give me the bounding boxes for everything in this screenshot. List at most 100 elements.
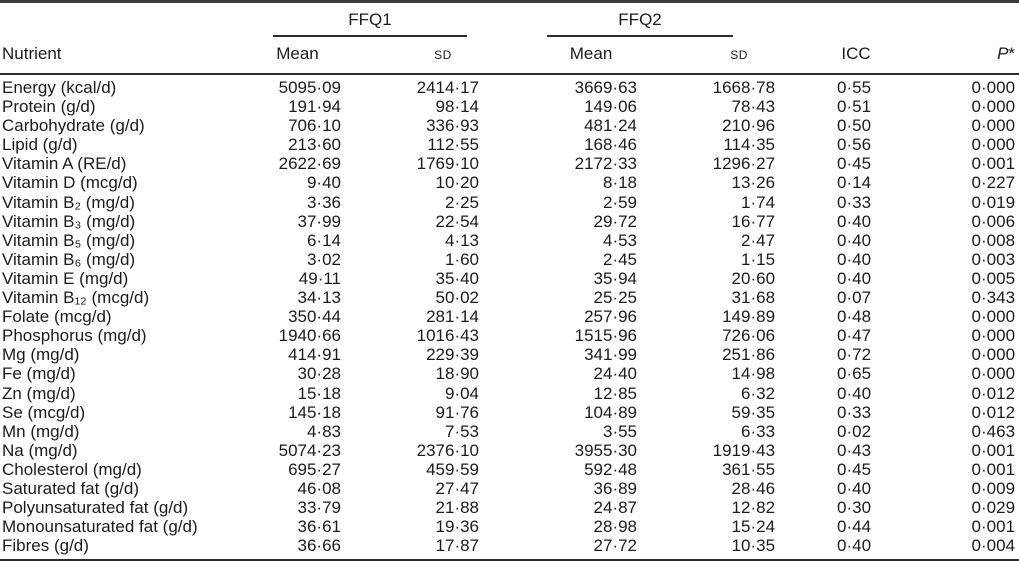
table-row: Folate (mcg/d) 350·44 281·14 257·96 149·89 0·… — [0, 307, 1019, 326]
nutrient-cell: Saturated fat (g/d) — [2, 478, 140, 498]
value-cell: 210·96 — [722, 116, 776, 136]
value-cell: 24·87 — [593, 498, 638, 518]
value-cell: 16·77 — [731, 211, 776, 231]
value-cell: 336·93 — [426, 116, 480, 136]
ffq1-group-label: FFQ1 — [273, 10, 468, 37]
value-cell: 0·45 — [837, 459, 872, 479]
value-cell: 2·59 — [602, 192, 638, 212]
table-row: Zn (mg/d) 15·18 9·04 12·85 6·32 0·40 0·012 — [0, 384, 1019, 403]
value-cell: 3955·30 — [574, 440, 638, 460]
value-cell: 2376·10 — [416, 440, 480, 460]
value-cell: 0·44 — [837, 517, 872, 537]
value-cell: 0·47 — [837, 326, 872, 346]
value-cell: 0·000 — [971, 135, 1016, 155]
table-row: Energy (kcal/d) 5095·09 2414·17 3669·63 1668… — [0, 74, 1019, 97]
nutrient-cell: Vitamin B₁₂ (mcg/d) — [2, 288, 150, 308]
value-cell: 1016·43 — [416, 326, 480, 346]
value-cell: 213·60 — [288, 135, 341, 155]
value-cell: 28·98 — [593, 517, 638, 537]
value-cell: 36·89 — [593, 478, 638, 498]
nutrient-cell: Vitamin A (RE/d) — [2, 154, 127, 174]
value-cell: 726·06 — [722, 326, 776, 346]
table-row: Mg (mg/d) 414·91 229·39 341·99 251·86 0·72 0·0… — [0, 345, 1019, 364]
value-cell: 350·44 — [288, 307, 341, 327]
icc-column-header: ICC — [779, 37, 876, 75]
value-cell: 0·40 — [837, 383, 872, 403]
value-cell: 0·012 — [971, 383, 1016, 403]
value-cell: 35·94 — [593, 268, 638, 288]
value-cell: 5095·09 — [278, 78, 341, 97]
value-cell: 414·91 — [288, 345, 341, 365]
value-cell: 0·008 — [971, 230, 1016, 250]
value-cell: 104·89 — [584, 402, 638, 422]
value-cell: 13·26 — [731, 173, 776, 193]
value-cell: 0·72 — [837, 345, 872, 365]
value-cell: 251·86 — [722, 345, 776, 365]
value-cell: 98·14 — [435, 97, 480, 117]
value-cell: 0·40 — [837, 478, 872, 498]
value-cell: 28·46 — [731, 478, 776, 498]
value-cell: 0·14 — [837, 173, 872, 193]
value-cell: 0·343 — [971, 288, 1016, 308]
table-row: Carbohydrate (g/d) 706·10 336·93 481·24 210·… — [0, 116, 1019, 135]
nutrient-cell: Fe (mg/d) — [2, 364, 76, 384]
table-row: Polyunsaturated fat (g/d) 33·79 21·88 24·87… — [0, 498, 1019, 517]
value-cell: 0·009 — [971, 478, 1016, 498]
value-cell: 14·98 — [731, 364, 776, 384]
value-cell: 24·40 — [593, 364, 638, 384]
value-cell: 27·47 — [435, 478, 480, 498]
value-cell: 15·18 — [297, 383, 341, 403]
value-cell: 8·18 — [602, 173, 638, 193]
value-cell: 1940·66 — [278, 326, 341, 346]
nutrient-cell: Phosphorus (mg/d) — [2, 326, 147, 346]
value-cell: 341·99 — [584, 345, 638, 365]
group-header-spacer — [0, 2, 250, 38]
nutrient-cell: Vitamin B₆ (mg/d) — [2, 249, 136, 269]
value-cell: 0·40 — [837, 536, 872, 556]
value-cell: 0·463 — [971, 421, 1016, 441]
table-row: Vitamin E (mg/d) 49·11 35·40 35·94 20·60 0·40… — [0, 269, 1019, 288]
nutrient-cell: Polyunsaturated fat (g/d) — [2, 498, 189, 518]
ffq2-mean-column-header: Mean — [483, 37, 642, 75]
ffq2-group-label: FFQ2 — [547, 10, 734, 37]
value-cell: 145·18 — [288, 402, 341, 422]
value-cell: 168·46 — [584, 135, 638, 155]
value-cell: 30·28 — [297, 364, 341, 384]
value-cell: 0·40 — [837, 268, 872, 288]
value-cell: 114·35 — [723, 135, 776, 155]
value-cell: 191·94 — [288, 97, 341, 117]
table-row: Vitamin B₃ (mg/d) 37·99 22·54 29·72 16·77 0·4… — [0, 212, 1019, 231]
value-cell: 0·55 — [837, 78, 872, 97]
value-cell: 0·000 — [971, 78, 1016, 97]
value-cell: 34·13 — [297, 288, 341, 308]
value-cell: 0·56 — [837, 135, 872, 155]
value-cell: 149·89 — [722, 307, 776, 327]
value-cell: 695·27 — [288, 459, 341, 479]
value-cell: 78·43 — [731, 97, 776, 117]
value-cell: 6·33 — [741, 421, 776, 441]
ffq1-group-header-cell: FFQ1 — [250, 2, 483, 37]
value-cell: 4·83 — [306, 421, 341, 441]
value-cell: 1·74 — [741, 192, 776, 212]
value-cell: 0·000 — [971, 116, 1016, 136]
value-cell: 1769·10 — [416, 154, 480, 174]
table-row: Mn (mg/d) 4·83 7·53 3·55 6·33 0·02 0·463 — [0, 422, 1019, 441]
value-cell: 3669·63 — [574, 78, 638, 97]
sd-label: SD — [730, 48, 748, 62]
value-cell: 31·68 — [731, 288, 776, 308]
p-asterisk: * — [1008, 44, 1016, 63]
value-cell: 706·10 — [288, 116, 341, 136]
group-header-spacer — [779, 2, 875, 38]
value-cell: 36·61 — [297, 517, 341, 537]
value-cell: 50·02 — [435, 288, 480, 308]
column-header-row: Nutrient Mean SD Mean SD ICC P* — [0, 37, 1019, 75]
value-cell: 1515·96 — [574, 326, 638, 346]
value-cell: 9·04 — [444, 383, 480, 403]
value-cell: 0·001 — [971, 459, 1016, 479]
value-cell: 5074·23 — [278, 440, 341, 460]
nutrient-cell: Vitamin B₂ (mg/d) — [2, 192, 135, 212]
value-cell: 2·47 — [741, 230, 776, 250]
value-cell: 18·90 — [435, 364, 480, 384]
table-row: Cholesterol (mg/d) 695·27 459·59 592·48 361·… — [0, 460, 1019, 479]
